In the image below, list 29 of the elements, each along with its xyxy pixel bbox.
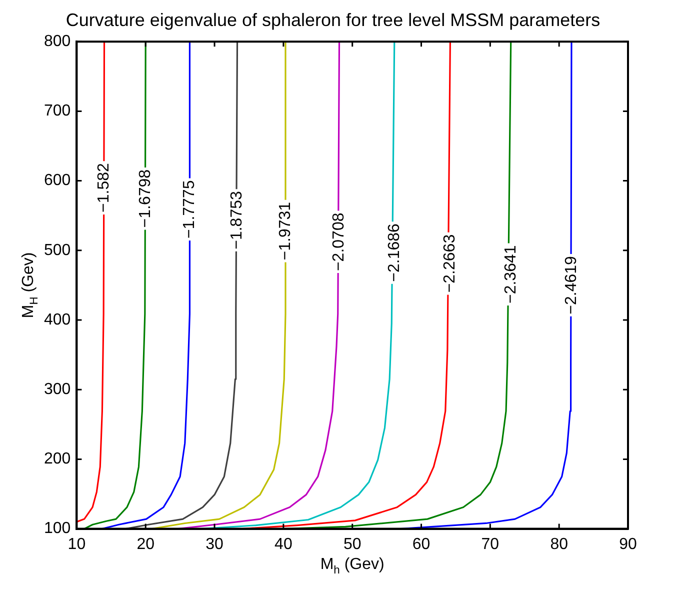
text: −2.2663 — [442, 234, 459, 293]
text: −1.8753 — [228, 191, 246, 250]
x-tick-label: 90 — [619, 536, 637, 553]
chart-title: Curvature eigenvalue of sphaleron for tree level MSSM parameters — [66, 10, 600, 30]
y-tick-label: 500 — [44, 242, 71, 259]
text: −1.7775 — [181, 180, 198, 239]
y-tick-label: 700 — [44, 102, 71, 120]
y-tick-label: 100 — [44, 520, 71, 538]
text: −2.3641 — [502, 245, 520, 304]
y-tick-label: 600 — [44, 172, 71, 190]
x-tick-label: 80 — [550, 536, 568, 553]
x-tick-label: 10 — [68, 536, 86, 553]
x-tick-label: 40 — [274, 536, 292, 553]
text: −2.4619 — [562, 256, 580, 314]
x-tick-label: 60 — [412, 536, 430, 553]
y-axis-title: MH (Gev) — [20, 252, 40, 318]
y-tick-label: 400 — [44, 311, 71, 328]
x-tick-label: 50 — [343, 536, 362, 553]
y-tick-label: 200 — [44, 450, 71, 468]
x-tick-label: 30 — [206, 536, 224, 553]
x-tick-label: 20 — [136, 536, 155, 553]
text: −1.9731 — [276, 202, 294, 260]
x-tick-label: 70 — [481, 536, 500, 553]
text: −1.582 — [96, 162, 113, 212]
text: −1.6798 — [137, 169, 154, 228]
y-tick-label: 300 — [44, 381, 71, 398]
y-tick-label: 800 — [44, 33, 71, 50]
text: −2.0708 — [330, 212, 348, 272]
text: −2.1686 — [386, 223, 403, 282]
